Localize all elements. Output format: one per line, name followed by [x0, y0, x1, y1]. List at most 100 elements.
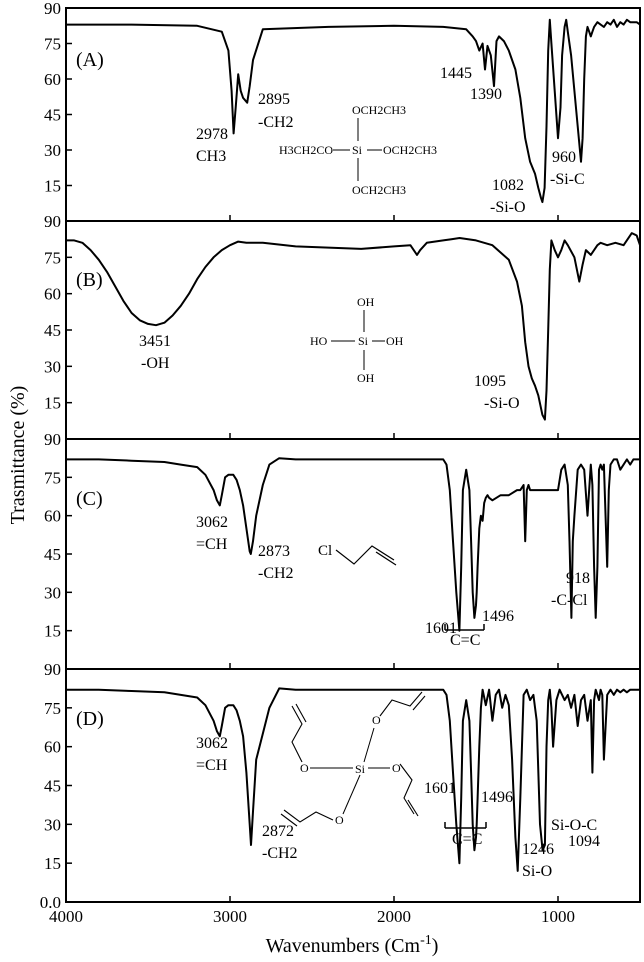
spectrum-line: [66, 687, 640, 872]
structure-allyl-chloride: Cl: [318, 543, 397, 566]
bracket-c-cc: C=C: [444, 624, 485, 649]
bracket-d-cc: C=C: [444, 822, 487, 848]
annotation-text: -OH: [141, 355, 170, 372]
annotation-text: 2873: [258, 543, 290, 560]
y-tick-label: 90: [44, 430, 61, 449]
annotation-text: 1246: [522, 841, 554, 858]
x-axis-label-main: Wavenumbers (Cm: [266, 935, 421, 957]
structure-double-bond: [412, 695, 426, 711]
annotation-text: -Si-C: [550, 171, 585, 188]
x-tick-label: 3000: [213, 907, 247, 926]
annotation-text: 2895: [258, 91, 290, 108]
structure-atom: Si: [355, 762, 366, 776]
annotation-c-3062: 3062 =CH: [196, 514, 228, 553]
panels: 90 75 60 45 30 15 90 75 60 45 30 15 90 75 60 45 30 15 90 75…: [40, 0, 641, 912]
structure-atom: OH: [357, 371, 375, 385]
structure-atom: Si: [358, 334, 369, 348]
structure-atom: O: [300, 761, 309, 775]
structure-arm: [283, 809, 334, 823]
x-axis-label-sup: -1: [420, 933, 432, 948]
annotation-text: =CH: [196, 536, 228, 553]
y-tick-label: 15: [44, 854, 61, 873]
annotation-text: =CH: [196, 757, 228, 774]
annotation-a-960: 960 -Si-C: [550, 149, 585, 188]
annotation-text: 3451: [139, 333, 171, 350]
structure-arm: [291, 705, 303, 763]
annotation-text: -CH2: [262, 845, 298, 862]
y-tick-label: 75: [44, 468, 61, 487]
structure-atom: H3CH2CO: [279, 143, 333, 157]
annotation-c-2873: 2873 -CH2: [258, 543, 294, 582]
annotation-text: Si-O: [522, 863, 552, 880]
structure-atom: O: [372, 713, 381, 727]
annotation-text: 2872: [262, 823, 294, 840]
annotation-c-918: 918 -C-Cl: [551, 570, 590, 609]
annotation-d-3062: 3062 =CH: [196, 735, 228, 774]
annotation-d-2872: 2872 -CH2: [262, 823, 298, 862]
annotation-text: 918: [566, 570, 590, 587]
annotation-c-1601: 1601: [425, 620, 457, 637]
annotation-c-1496: 1496: [482, 608, 514, 625]
structure-atom: OH: [357, 295, 375, 309]
y-tick-label: 60: [44, 738, 61, 757]
spectrum-line: [66, 232, 640, 421]
structure-atom: O: [392, 761, 401, 775]
y-tick-label: 75: [44, 699, 61, 718]
panel-frame: [65, 668, 641, 903]
y-tick-label: 30: [44, 815, 61, 834]
annotation-text: CH3: [196, 148, 226, 165]
panel-label-c: (C): [76, 488, 103, 510]
structure-double-bond: [280, 813, 298, 827]
structure-arm: [399, 763, 415, 815]
x-axis-label: Wavenumbers (Cm-1): [266, 933, 439, 957]
structure-skeleton: [335, 545, 395, 565]
annotation-text: CH3: [196, 148, 226, 165]
structure-double-bond: [407, 799, 419, 817]
annotation-text: 960: [552, 149, 576, 166]
y-tick-label: 15: [44, 177, 61, 196]
y-tick-label: 60: [44, 285, 61, 304]
annotation-a-2895: 2895 -CH2: [258, 91, 294, 131]
panel-frame: [65, 438, 641, 670]
annotation-text: -CH2: [258, 114, 294, 131]
y-tick-label: 60: [44, 507, 61, 526]
structure-tetraallyloxysilane: Si O O O O: [280, 691, 426, 827]
x-axis-label-close: ): [432, 935, 439, 957]
structure-double-bond: [375, 551, 397, 566]
structure-double-bond: [295, 703, 307, 723]
panel-label-a: (A): [76, 49, 104, 71]
y-tick-label: 60: [44, 70, 61, 89]
annotation-text: -C-Cl: [551, 592, 588, 609]
annotation-text: Si-O-C: [551, 817, 597, 834]
annotation-d-1601: 1601: [424, 780, 456, 797]
x-tick-label: 2000: [377, 907, 411, 926]
x-tick-label: 1000: [541, 907, 575, 926]
y-tick-label: 90: [44, 212, 61, 231]
structure-atom: OCH2CH3: [352, 103, 406, 117]
structure-atom: Si: [352, 143, 363, 157]
annotation-a-1082: 1082 -Si-O: [490, 177, 526, 216]
structure-atom: OH: [386, 334, 404, 348]
y-tick-label: 75: [44, 248, 61, 267]
y-tick-label: 45: [44, 321, 61, 340]
annotation-text: -CH2: [258, 565, 294, 582]
panel-label-b: (B): [76, 269, 103, 291]
annotation-b-1095: 1095 -Si-O: [474, 373, 520, 412]
y-tick-label: 0.0: [40, 893, 61, 912]
annotation-b-3451: 3451 -OH: [139, 333, 171, 372]
annotation-text: -Si-O: [490, 199, 526, 216]
annotation-text: 1082: [492, 177, 524, 194]
y-tick-label: 45: [44, 106, 61, 125]
y-tick-label: 15: [44, 394, 61, 413]
annotation-a-1390: 1390: [470, 86, 502, 103]
annotation-text: 1095: [474, 373, 506, 390]
annotation-a-2978: 2978 CH3: [196, 126, 228, 165]
annotation-text: 2978: [196, 126, 228, 143]
y-tick-label: 30: [44, 583, 61, 602]
structure-atom: OCH2CH3: [383, 143, 437, 157]
structure-bond: [363, 727, 375, 763]
structure-arm: [379, 691, 423, 717]
annotation-d-sioc: Si-O-C 1094: [551, 817, 600, 850]
structure-atom: O: [335, 813, 344, 827]
structure-atom: Cl: [318, 543, 332, 559]
